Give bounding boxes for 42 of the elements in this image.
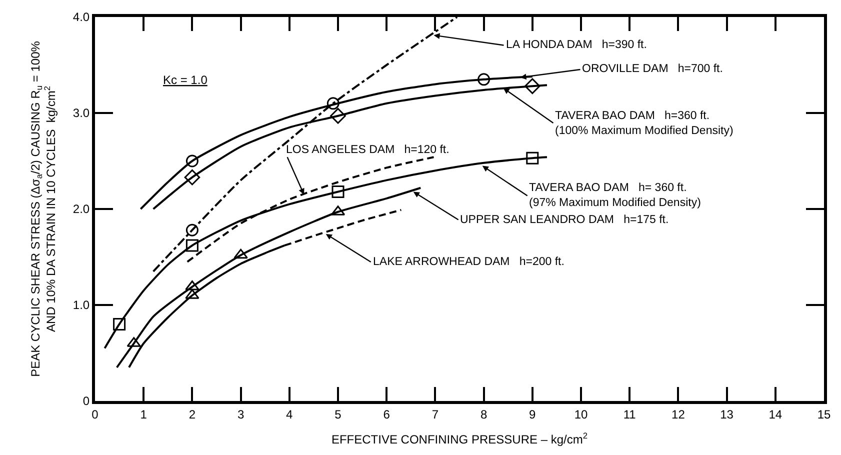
x-tick-label: 11 bbox=[623, 407, 636, 422]
x-tick-label: 2 bbox=[188, 407, 196, 422]
x-tick-label: 15 bbox=[817, 407, 831, 422]
annotation: OROVILLE DAM h=700 ft. bbox=[582, 63, 723, 75]
x-tick-label: 5 bbox=[334, 407, 342, 422]
point bbox=[330, 108, 346, 124]
annotation: TAVERA BAO DAM h=360 ft. (100% Maximum Modified Density) bbox=[555, 110, 734, 137]
x-tick-label: 13 bbox=[720, 407, 734, 422]
x-tick-label: 7 bbox=[432, 407, 439, 422]
annotation: LOS ANGELES DAM h=120 ft. bbox=[286, 144, 450, 156]
annotation: Kc = 1.0 bbox=[163, 73, 208, 87]
y-tick-label: 4.0 bbox=[72, 10, 90, 24]
point bbox=[186, 239, 198, 252]
y-tick-label: 1.0 bbox=[72, 298, 90, 312]
x-tick-label: 6 bbox=[383, 407, 390, 422]
x-tick-label: 10 bbox=[574, 407, 588, 422]
y-tick-label: 3.0 bbox=[72, 106, 90, 120]
point bbox=[186, 154, 198, 168]
annotation: LAKE ARROWHEAD DAM h=200 ft. bbox=[373, 256, 564, 268]
point bbox=[524, 78, 540, 94]
point bbox=[186, 224, 198, 236]
x-tick-label: 14 bbox=[768, 407, 782, 422]
x-tick-label: 9 bbox=[529, 407, 536, 422]
point bbox=[184, 169, 200, 186]
x-axis-title: EFFECTIVE CONFINING PRESSURE – kg/cm$^{2}$ bbox=[331, 430, 588, 446]
point bbox=[113, 318, 126, 330]
point bbox=[526, 152, 539, 164]
point bbox=[478, 73, 490, 86]
x-tick-label: 8 bbox=[480, 407, 488, 422]
x-tick-label: 12 bbox=[672, 407, 686, 422]
annotation: LA HONDA DAM h=390 ft. bbox=[506, 39, 647, 51]
x-tick-label: 4 bbox=[286, 407, 294, 422]
x-tick-label: 3 bbox=[237, 407, 244, 422]
x-tick-label: 1 bbox=[140, 407, 148, 422]
point bbox=[234, 248, 248, 259]
annotation: TAVERA BAO DAM h= 360 ft. (97% Maximum Modified Density) bbox=[529, 182, 702, 209]
y-tick-label: 2.0 bbox=[72, 202, 90, 216]
point bbox=[326, 97, 340, 110]
x-tick-label: 0 bbox=[92, 407, 99, 422]
y-tick-label: 0 bbox=[82, 394, 90, 408]
point bbox=[332, 185, 344, 198]
annotation: UPPER SAN LEANDRO DAM h=175 ft. bbox=[460, 214, 669, 226]
